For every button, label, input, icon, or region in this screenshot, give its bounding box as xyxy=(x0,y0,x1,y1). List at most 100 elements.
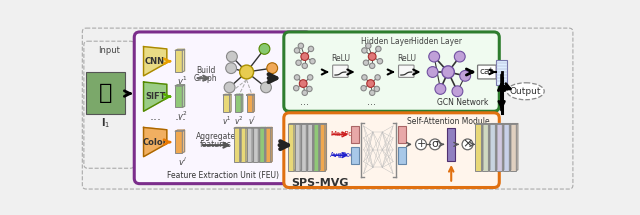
Circle shape xyxy=(415,139,426,150)
Text: Feature Extraction Unit (FEU): Feature Extraction Unit (FEU) xyxy=(166,171,278,180)
FancyBboxPatch shape xyxy=(399,65,414,77)
Text: $\mathbf{I}_1$: $\mathbf{I}_1$ xyxy=(101,117,110,131)
Bar xyxy=(503,124,509,170)
Circle shape xyxy=(460,71,470,81)
Polygon shape xyxy=(246,127,248,162)
Bar xyxy=(482,124,488,170)
Circle shape xyxy=(368,53,376,60)
Polygon shape xyxy=(300,124,301,170)
Text: ReLU: ReLU xyxy=(331,54,350,63)
Circle shape xyxy=(224,82,235,93)
Circle shape xyxy=(301,53,308,60)
Polygon shape xyxy=(182,85,184,108)
Bar xyxy=(86,72,125,114)
Text: Graph: Graph xyxy=(194,74,218,83)
Text: Build: Build xyxy=(196,66,215,75)
Text: ...: ... xyxy=(367,97,376,107)
FancyBboxPatch shape xyxy=(134,32,311,184)
Polygon shape xyxy=(175,49,184,51)
Circle shape xyxy=(362,75,367,80)
Polygon shape xyxy=(307,124,308,170)
Bar xyxy=(447,128,455,161)
Polygon shape xyxy=(253,94,254,112)
Text: $v^2$: $v^2$ xyxy=(234,114,244,127)
Text: ...: ... xyxy=(149,110,161,123)
Text: Hidden Layer: Hidden Layer xyxy=(360,37,412,46)
Circle shape xyxy=(375,75,380,80)
Circle shape xyxy=(302,63,307,69)
Circle shape xyxy=(307,86,312,92)
Polygon shape xyxy=(252,127,253,162)
Bar xyxy=(289,124,294,170)
Bar xyxy=(476,124,481,170)
Text: σ: σ xyxy=(431,139,438,149)
Polygon shape xyxy=(294,124,296,170)
Polygon shape xyxy=(246,94,254,95)
Circle shape xyxy=(429,51,440,62)
Polygon shape xyxy=(259,127,260,162)
Circle shape xyxy=(462,139,473,150)
Polygon shape xyxy=(265,127,272,128)
Polygon shape xyxy=(223,94,231,95)
Bar xyxy=(496,124,502,170)
Polygon shape xyxy=(230,94,231,112)
Circle shape xyxy=(239,65,253,79)
Circle shape xyxy=(376,46,381,52)
Polygon shape xyxy=(241,94,243,112)
Circle shape xyxy=(429,139,440,150)
Text: Output: Output xyxy=(510,87,541,96)
Circle shape xyxy=(367,80,374,88)
Text: 🐕: 🐕 xyxy=(99,83,112,103)
Circle shape xyxy=(369,63,375,69)
Text: Self-Attention Module: Self-Attention Module xyxy=(407,117,490,126)
Polygon shape xyxy=(234,127,241,128)
Bar xyxy=(259,128,264,162)
Bar xyxy=(496,60,507,85)
Bar xyxy=(319,124,325,170)
Polygon shape xyxy=(246,127,253,128)
Bar xyxy=(313,124,319,170)
Text: AvgPool: AvgPool xyxy=(330,152,358,158)
Bar xyxy=(175,51,182,72)
Bar xyxy=(253,128,259,162)
Polygon shape xyxy=(502,124,504,170)
Circle shape xyxy=(454,51,465,62)
Polygon shape xyxy=(319,124,320,170)
Circle shape xyxy=(300,80,307,88)
Circle shape xyxy=(364,60,369,65)
Circle shape xyxy=(294,48,300,53)
Polygon shape xyxy=(241,127,248,128)
Circle shape xyxy=(259,43,270,54)
FancyBboxPatch shape xyxy=(284,113,499,187)
Text: ...: ... xyxy=(175,110,187,123)
Text: ReLU: ReLU xyxy=(397,54,416,63)
Polygon shape xyxy=(325,124,326,170)
Bar xyxy=(301,124,307,170)
Text: GCN Network: GCN Network xyxy=(437,98,488,107)
Bar xyxy=(489,124,495,170)
Polygon shape xyxy=(481,124,483,170)
Bar xyxy=(175,86,182,108)
Circle shape xyxy=(296,60,301,65)
Polygon shape xyxy=(143,47,167,76)
Circle shape xyxy=(302,90,307,95)
Polygon shape xyxy=(143,127,167,157)
Circle shape xyxy=(310,58,316,64)
Circle shape xyxy=(442,66,454,78)
Bar xyxy=(246,128,252,162)
Text: Hidden Layer: Hidden Layer xyxy=(411,37,462,46)
Text: ×: × xyxy=(462,138,473,151)
Polygon shape xyxy=(182,49,184,72)
Text: MaxPool: MaxPool xyxy=(330,131,359,137)
FancyBboxPatch shape xyxy=(477,65,496,79)
Circle shape xyxy=(361,86,366,91)
Bar xyxy=(235,95,241,112)
Polygon shape xyxy=(253,127,260,128)
Polygon shape xyxy=(259,127,266,128)
Polygon shape xyxy=(175,85,184,86)
Text: cat: cat xyxy=(480,68,494,77)
Text: $v^2$: $v^2$ xyxy=(177,110,188,122)
Circle shape xyxy=(227,51,237,62)
Text: Color: Color xyxy=(143,138,168,147)
Circle shape xyxy=(452,86,463,97)
